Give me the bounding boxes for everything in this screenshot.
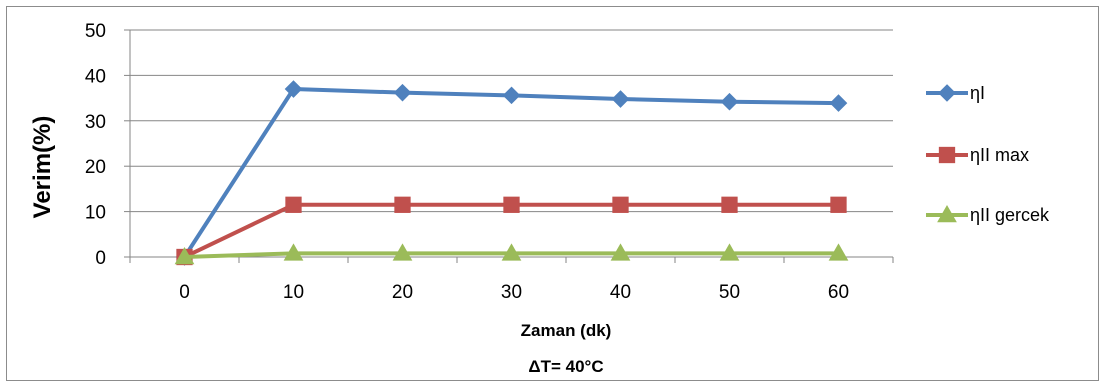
legend: ηI ηII max ηII gercek bbox=[926, 83, 1050, 225]
y-tick-labels: 0 10 20 30 40 50 bbox=[85, 21, 106, 269]
x-tick-label: 0 bbox=[179, 282, 190, 303]
data-point bbox=[283, 243, 304, 261]
x-tick-label: 10 bbox=[283, 282, 304, 303]
data-point bbox=[829, 94, 848, 112]
legend-label: ηII gercek bbox=[970, 205, 1050, 225]
x-tick-labels: 0 10 20 30 40 50 60 bbox=[179, 282, 849, 303]
series-1 bbox=[176, 196, 847, 266]
x-tick-label: 60 bbox=[828, 282, 849, 303]
data-point bbox=[285, 196, 302, 213]
data-point bbox=[502, 86, 521, 105]
y-tick-label: 20 bbox=[85, 157, 106, 178]
y-axis-title: Verim(%) bbox=[29, 116, 56, 219]
x-axis-subtitle: ΔT= 40°C bbox=[528, 357, 603, 376]
y-tick-label: 30 bbox=[85, 112, 106, 133]
data-point bbox=[830, 196, 847, 213]
data-point bbox=[394, 196, 411, 213]
data-point bbox=[503, 196, 520, 213]
y-tick-label: 40 bbox=[85, 66, 106, 87]
series-2 bbox=[174, 243, 849, 265]
data-point bbox=[720, 92, 739, 111]
x-tick-label: 20 bbox=[392, 282, 413, 303]
legend-marker bbox=[938, 84, 956, 102]
data-point bbox=[721, 196, 738, 213]
chart-area bbox=[6, 6, 1099, 381]
legend-label: ηII max bbox=[970, 145, 1029, 165]
series-0 bbox=[175, 80, 848, 266]
data-point bbox=[174, 246, 195, 265]
data-series bbox=[174, 80, 849, 266]
data-point bbox=[501, 243, 522, 261]
legend-item: ηII max bbox=[926, 145, 1029, 165]
series-line bbox=[182, 87, 839, 259]
legend-marker bbox=[938, 146, 956, 164]
data-point bbox=[393, 83, 412, 102]
data-point bbox=[828, 243, 849, 261]
legend-item: ηII gercek bbox=[926, 204, 1050, 225]
data-point bbox=[610, 243, 631, 261]
data-point bbox=[611, 90, 630, 108]
legend-label: ηI bbox=[970, 83, 985, 103]
data-point bbox=[284, 80, 303, 98]
y-tick-label: 50 bbox=[85, 21, 106, 42]
legend-marker bbox=[937, 204, 957, 223]
x-tick-label: 50 bbox=[719, 282, 740, 303]
y-tick-label: 10 bbox=[85, 203, 106, 224]
x-tick-label: 40 bbox=[610, 282, 631, 303]
data-point bbox=[719, 243, 740, 261]
legend-item: ηI bbox=[926, 83, 985, 103]
data-point bbox=[392, 243, 413, 261]
x-tick-label: 30 bbox=[501, 282, 522, 303]
x-axis-title: Zaman (dk) bbox=[521, 321, 612, 340]
data-point bbox=[612, 196, 629, 213]
y-tick-label: 0 bbox=[95, 248, 106, 269]
grid-lines bbox=[124, 29, 894, 263]
